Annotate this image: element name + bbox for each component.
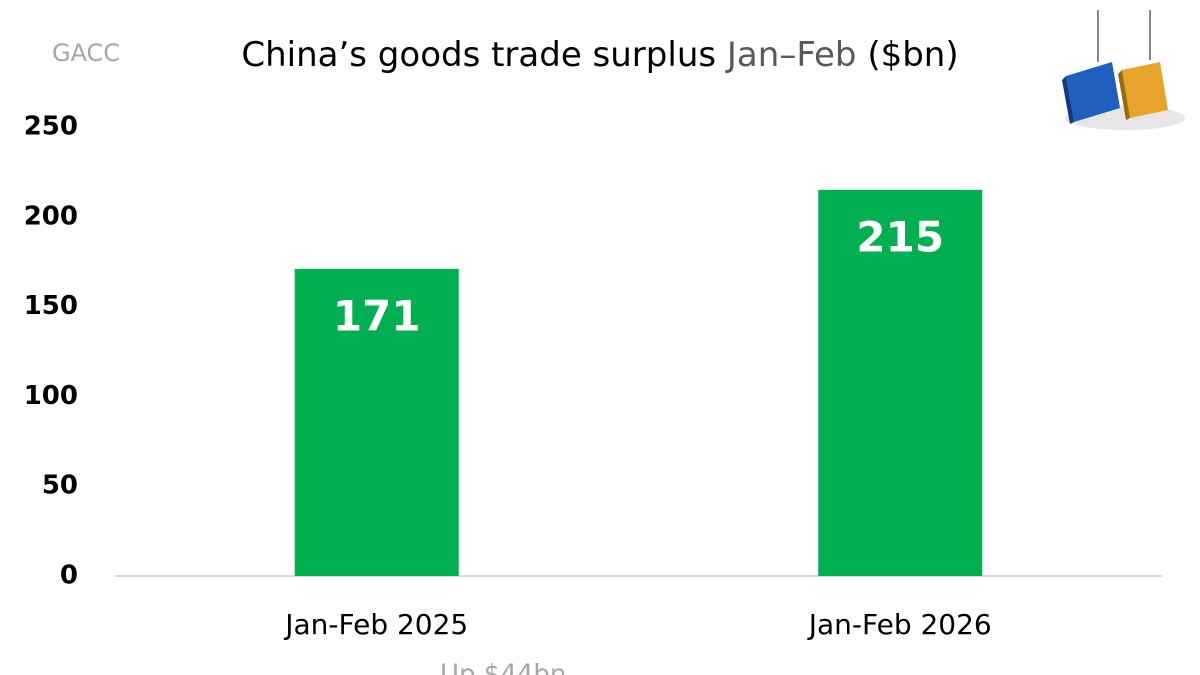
source: GACC	[52, 39, 120, 67]
y-tick-label: 0	[60, 561, 78, 591]
x-tick-label: Jan-Feb 2025	[283, 608, 468, 641]
x-tick-label: Jan-Feb 2026	[807, 608, 992, 641]
bar	[294, 268, 459, 576]
bar	[818, 189, 983, 577]
title-period: Jan–Feb	[725, 35, 857, 75]
y-tick-label: 50	[42, 471, 78, 501]
data-label: 171	[333, 291, 421, 340]
title-main: China’s goods trade surplus	[241, 35, 716, 75]
chart-title: China’s goods trade surplus Jan–Feb ($bn…	[241, 35, 958, 75]
y-tick-label: 250	[24, 112, 78, 142]
annotation: Up $44bn	[440, 660, 566, 675]
title-unit: ($bn)	[867, 35, 958, 75]
y-tick-label: 200	[24, 201, 78, 231]
y-tick-label: 150	[24, 291, 78, 321]
data-label: 215	[856, 212, 944, 261]
logo	[1062, 10, 1185, 130]
y-tick-label: 100	[24, 381, 78, 411]
